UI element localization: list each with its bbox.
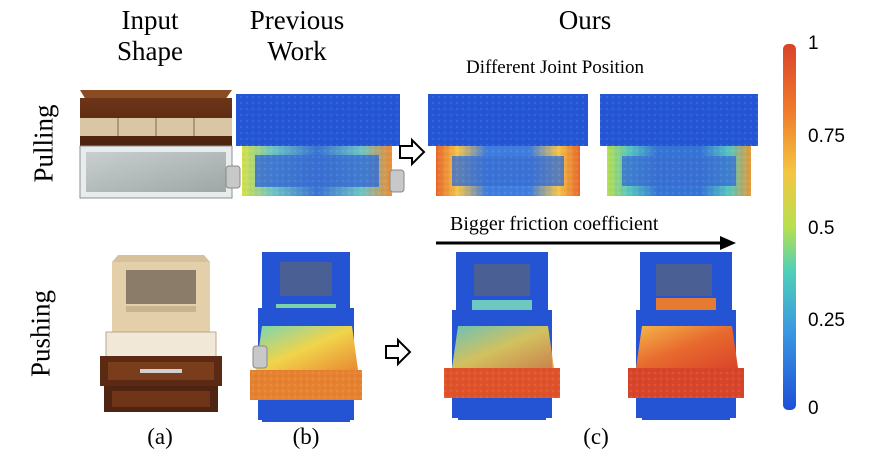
gripper-icon <box>225 165 241 189</box>
header-ours: Ours <box>558 5 612 35</box>
colorbar-tick: 0.75 <box>808 126 845 147</box>
colorbar-tick: 0 <box>808 398 819 419</box>
previous-work-pushing <box>250 252 362 422</box>
caption-b: (b) <box>292 424 320 449</box>
arrow-icon <box>399 137 426 167</box>
input-cabinet-pulling <box>79 90 233 199</box>
previous-work-pulling <box>225 94 405 196</box>
row-label-pulling: Pulling <box>28 104 59 183</box>
ours-pushing-2 <box>628 252 744 420</box>
ours-pushing-1 <box>444 252 560 420</box>
gripper-icon <box>252 345 268 369</box>
ours-pulling-2 <box>600 94 758 196</box>
arrow-icon <box>385 337 412 367</box>
colorbar-tick: 1 <box>808 33 819 54</box>
input-cabinet-pushing <box>100 255 222 412</box>
colorbar-tick: 0.5 <box>808 218 835 239</box>
header-ours-subtitle: Different Joint Position <box>466 57 645 78</box>
friction-arrow <box>436 236 736 250</box>
caption-c: (c) <box>583 424 609 449</box>
gripper-icon <box>389 169 405 193</box>
header-input-shape: Input Shape <box>117 5 183 66</box>
ours-pulling-1 <box>428 94 588 196</box>
caption-a: (a) <box>147 424 173 449</box>
header-previous-work: Previous Work <box>249 5 345 66</box>
colorbar <box>783 44 796 410</box>
row-label-pushing: Pushing <box>25 289 56 378</box>
friction-label: Bigger friction coefficient <box>450 213 659 235</box>
colorbar-tick: 0.25 <box>808 310 845 331</box>
